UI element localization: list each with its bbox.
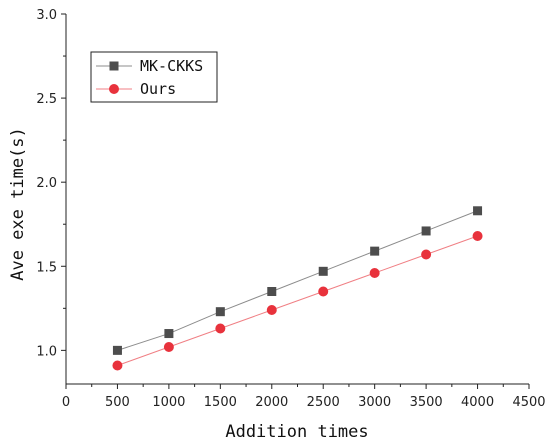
legend-label-ours: Ours	[140, 80, 176, 98]
y-tick-label: 2.0	[36, 176, 57, 191]
data-point-ours	[215, 323, 226, 334]
series-line-mk-ckks	[117, 210, 478, 351]
data-point-mk-ckks	[267, 287, 277, 296]
data-point-mk-ckks	[112, 345, 122, 355]
x-tick-label: 3500	[410, 395, 443, 410]
x-tick-label: 500	[105, 395, 130, 410]
data-point-mk-ckks	[473, 206, 483, 216]
y-tick-label: 1.0	[36, 344, 57, 359]
x-tick-label: 2000	[255, 395, 288, 410]
legend-label-mk-ckks: MK-CKKS	[140, 57, 203, 75]
y-tick-label: 3.0	[36, 8, 57, 23]
legend: MK-CKKS Ours	[90, 51, 218, 103]
data-point-mk-ckks	[370, 246, 380, 256]
data-point-ours	[112, 360, 123, 371]
y-tick-label: 1.5	[36, 260, 57, 275]
y-tick-label: 2.5	[36, 92, 57, 107]
data-point-mk-ckks	[215, 307, 225, 317]
data-point-mk-ckks	[318, 266, 328, 276]
x-tick-label: 1000	[152, 395, 185, 410]
y-axis-ticks: 1.0 1.5 2.0 2.5 3.0	[36, 8, 66, 359]
data-point-ours	[163, 342, 174, 352]
x-tick-label: 4000	[461, 395, 494, 410]
x-axis-title: Addition times	[225, 422, 368, 442]
data-point-mk-ckks	[421, 226, 431, 236]
x-tick-label: 4500	[512, 395, 545, 410]
series-layer	[112, 206, 483, 371]
legend-marker-mk-ckks	[109, 61, 119, 71]
data-point-ours	[472, 231, 483, 241]
series-mk-ckks	[112, 206, 483, 355]
x-axis-ticks: 0 500 1000 1500 2000 2500 3000 3500 4000 4500	[62, 384, 546, 410]
data-point-ours	[421, 249, 432, 260]
x-tick-label: 0	[62, 395, 70, 410]
series-line-ours	[117, 235, 478, 366]
data-point-ours	[369, 268, 380, 278]
y-axis-title: Ave exe time(s)	[8, 127, 28, 281]
data-point-ours	[318, 286, 329, 297]
legend-box	[90, 51, 218, 103]
data-point-ours	[266, 305, 277, 315]
x-tick-label: 2500	[307, 395, 340, 410]
x-tick-label: 3000	[358, 395, 391, 410]
data-point-mk-ckks	[164, 329, 174, 339]
series-ours	[112, 231, 483, 371]
legend-marker-ours	[109, 84, 119, 94]
x-tick-label: 1500	[204, 395, 237, 410]
